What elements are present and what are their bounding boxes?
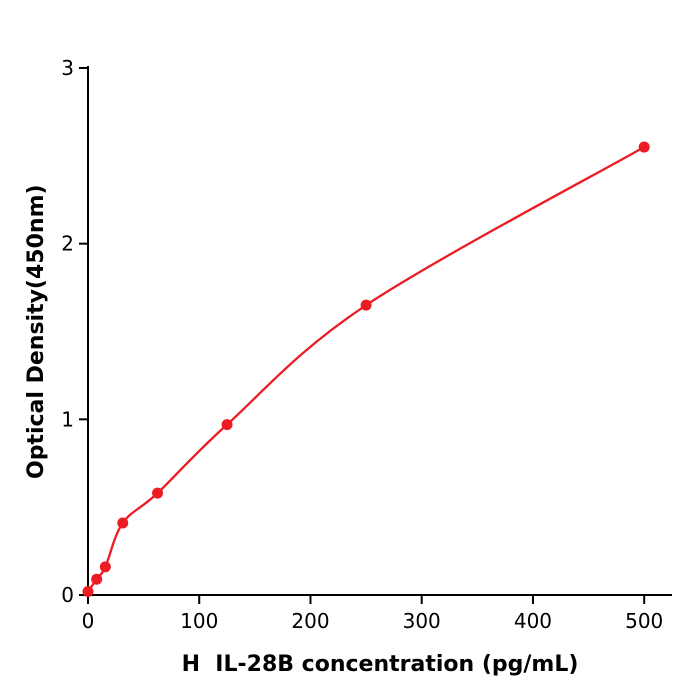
y-tick-label: 3	[61, 56, 74, 80]
data-point	[117, 517, 129, 529]
y-tick-label: 0	[61, 583, 74, 607]
data-point	[360, 299, 372, 311]
x-tick-label: 100	[180, 609, 218, 633]
x-tick-label: 0	[82, 609, 95, 633]
data-point	[638, 141, 650, 153]
y-tick-label: 2	[61, 232, 74, 256]
data-point	[221, 419, 233, 431]
x-tick-label: 300	[403, 609, 441, 633]
data-point	[82, 585, 94, 597]
x-tick-label: 500	[625, 609, 663, 633]
y-tick-label: 1	[61, 407, 74, 431]
x-tick-label: 200	[291, 609, 329, 633]
x-axis-label: H IL-28B concentration (pg/mL)	[181, 652, 579, 677]
y-axis-label: Optical Density(450nm)	[24, 184, 49, 479]
data-point	[152, 487, 164, 499]
x-tick-label: 400	[514, 609, 552, 633]
fit-curve	[86, 145, 646, 593]
data-point	[91, 573, 103, 585]
data-point	[99, 561, 111, 573]
